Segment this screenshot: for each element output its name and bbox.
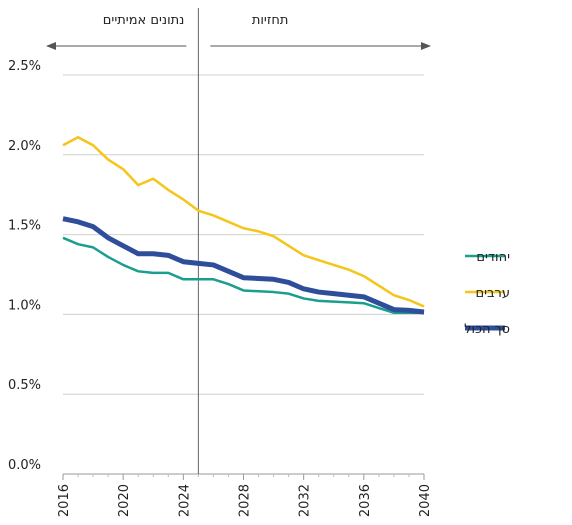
y-tick-label: 0.5% bbox=[8, 378, 41, 393]
line-series bbox=[62, 216, 425, 315]
annotation: נתונים אמיתיים bbox=[103, 13, 185, 28]
x-tick-label: 2020 bbox=[117, 484, 132, 517]
x-tick-label: 2024 bbox=[177, 484, 192, 517]
y-tick-label: 1.0% bbox=[8, 298, 41, 313]
line-series bbox=[62, 135, 425, 308]
x-tick-label: 2028 bbox=[238, 484, 253, 517]
x-tick-label: 2040 bbox=[418, 484, 433, 517]
x-tick-label: 2032 bbox=[298, 484, 313, 517]
x-tick-label: 2016 bbox=[57, 484, 72, 517]
y-tick-label: 2.5% bbox=[8, 59, 41, 74]
y-tick-label: 1.5% bbox=[8, 219, 41, 234]
x-tick-label: 2036 bbox=[358, 484, 373, 517]
legend-label: סך הכול bbox=[464, 322, 510, 337]
annotation: תחזיות bbox=[252, 13, 289, 28]
y-tick-label: 0.0% bbox=[8, 458, 41, 473]
y-tick-label: 2.0% bbox=[8, 139, 41, 154]
legend-label: יהודים bbox=[476, 250, 510, 265]
line-series bbox=[62, 236, 424, 315]
legend-label: ערבים bbox=[475, 286, 510, 301]
